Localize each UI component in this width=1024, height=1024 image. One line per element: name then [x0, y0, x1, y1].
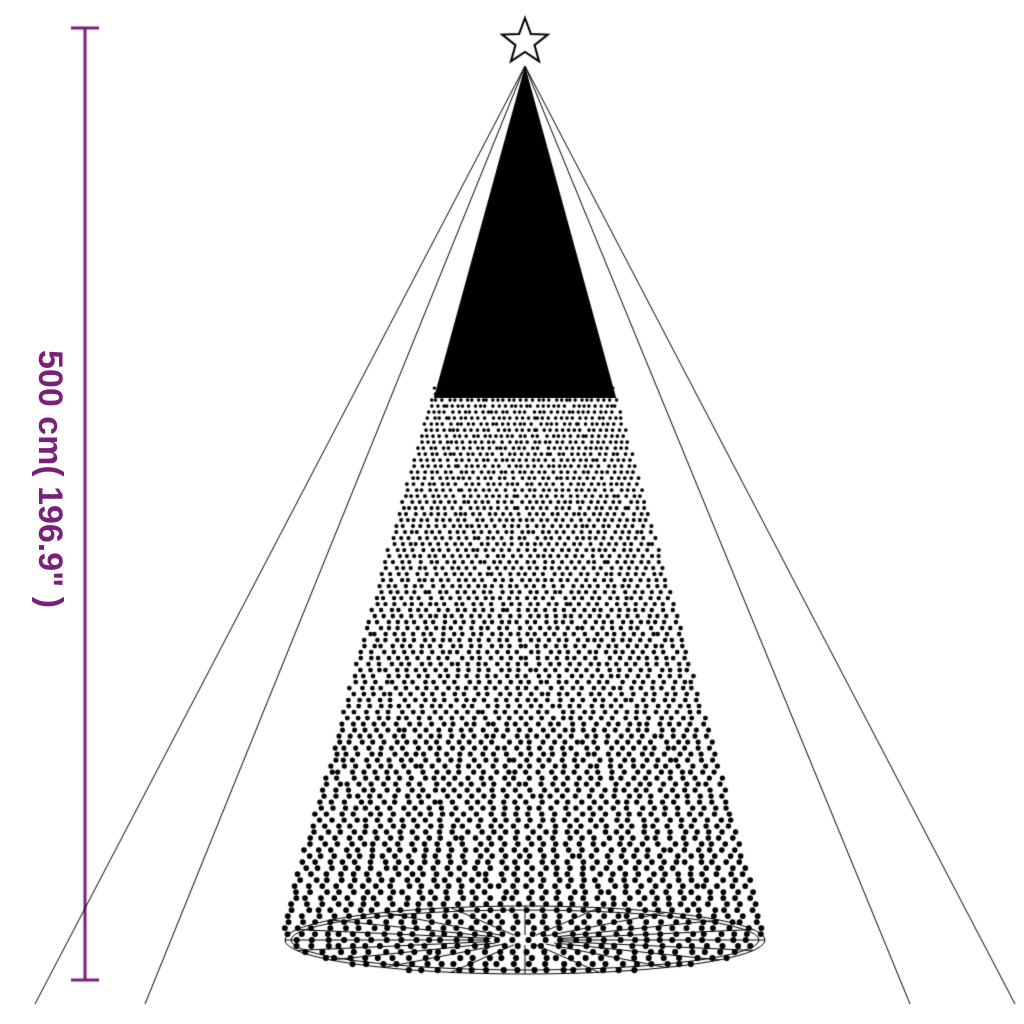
height-dimension-label: 500 cm( 196.9" ): [30, 350, 69, 608]
product-dimension-diagram: [0, 0, 1024, 1024]
